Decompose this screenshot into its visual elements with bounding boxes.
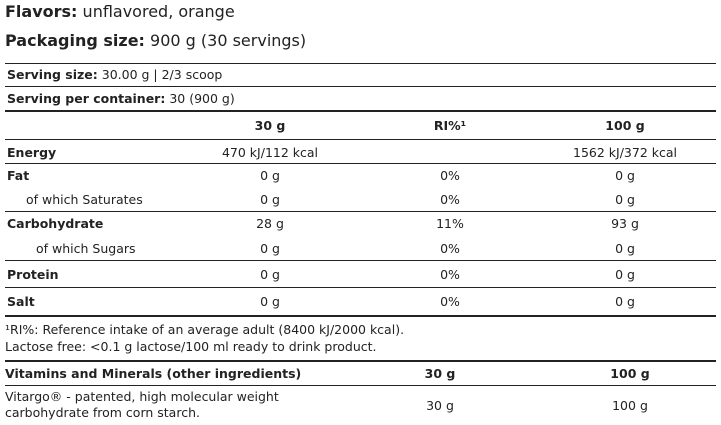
carbohydrate-30g: 28 g [256,216,284,231]
salt-ri: 0% [440,294,460,309]
flavors-label: Flavors: [5,2,78,21]
protein-30g: 0 g [260,267,280,282]
energy-30g: 470 kJ/112 kcal [221,145,319,160]
row-divider [5,163,716,164]
vitamins-header-label: Vitamins and Minerals (other ingredients… [5,366,302,381]
carbohydrate-ri: 11% [436,216,464,231]
flavors-value: unflavored, orange [82,2,235,21]
row-divider [5,260,716,261]
packaging-label: Packaging size: [5,31,145,50]
salt-30g: 0 g [260,294,280,309]
saturates-100g: 0 g [615,192,635,207]
row-label-carbohydrate: Carbohydrate [7,216,104,231]
vitargo-100g: 100 g [612,398,648,413]
header-divider [5,139,716,140]
flavors-line: Flavors: unflavored, orange [5,2,235,21]
vitamins-col-30g: 30 g [424,366,456,381]
col-header-100g: 100 g [605,118,645,133]
serving-size-value: 30.00 g | 2/3 scoop [101,67,223,82]
vitamins-header-divider [5,385,716,386]
carbohydrate-100g: 93 g [611,216,639,231]
vitargo-30g: 30 g [426,398,454,413]
row-divider [5,211,716,212]
lactose-footnote: Lactose free: <0.1 g lactose/100 ml read… [5,339,377,354]
protein-ri: 0% [440,267,460,282]
row-label-sugars: of which Sugars [36,241,136,256]
col-header-30g: 30 g [254,118,286,133]
table-top-rule [5,110,716,112]
row-label-protein: Protein [7,267,59,282]
fat-ri: 0% [440,168,460,183]
sugars-100g: 0 g [615,241,635,256]
row-divider [5,287,716,288]
vitamins-top-rule [5,360,716,362]
per-container-value: 30 (900 g) [169,91,235,106]
saturates-ri: 0% [440,192,460,207]
row-label-saturates: of which Saturates [26,192,143,207]
row-label-energy: Energy [7,145,57,160]
per-container-line: Serving per container: 30 (900 g) [7,91,235,106]
fat-100g: 0 g [615,168,635,183]
saturates-30g: 0 g [260,192,280,207]
energy-100g: 1562 kJ/372 kcal [573,145,677,160]
table-bottom-rule [5,315,716,317]
row-label-fat: Fat [7,168,30,183]
protein-100g: 0 g [615,267,635,282]
vitargo-label-line1: Vitargo® - patented, high molecular weig… [5,389,279,404]
row-label-salt: Salt [7,294,35,309]
salt-100g: 0 g [615,294,635,309]
col-header-ri: RI%¹ [433,118,467,133]
fat-30g: 0 g [260,168,280,183]
serving-divider [5,86,716,87]
sugars-30g: 0 g [260,241,280,256]
top-divider [5,63,716,64]
serving-size-label: Serving size: [7,67,98,82]
vitargo-label-line2: carbohydrate from corn starch. [5,405,200,420]
packaging-value: 900 g (30 servings) [150,31,307,50]
packaging-line: Packaging size: 900 g (30 servings) [5,31,306,50]
per-container-label: Serving per container: [7,91,166,106]
ri-footnote: ¹RI%: Reference intake of an average adu… [5,322,405,337]
sugars-ri: 0% [440,241,460,256]
vitamins-col-100g: 100 g [610,366,650,381]
serving-size-line: Serving size: 30.00 g | 2/3 scoop [7,67,222,82]
